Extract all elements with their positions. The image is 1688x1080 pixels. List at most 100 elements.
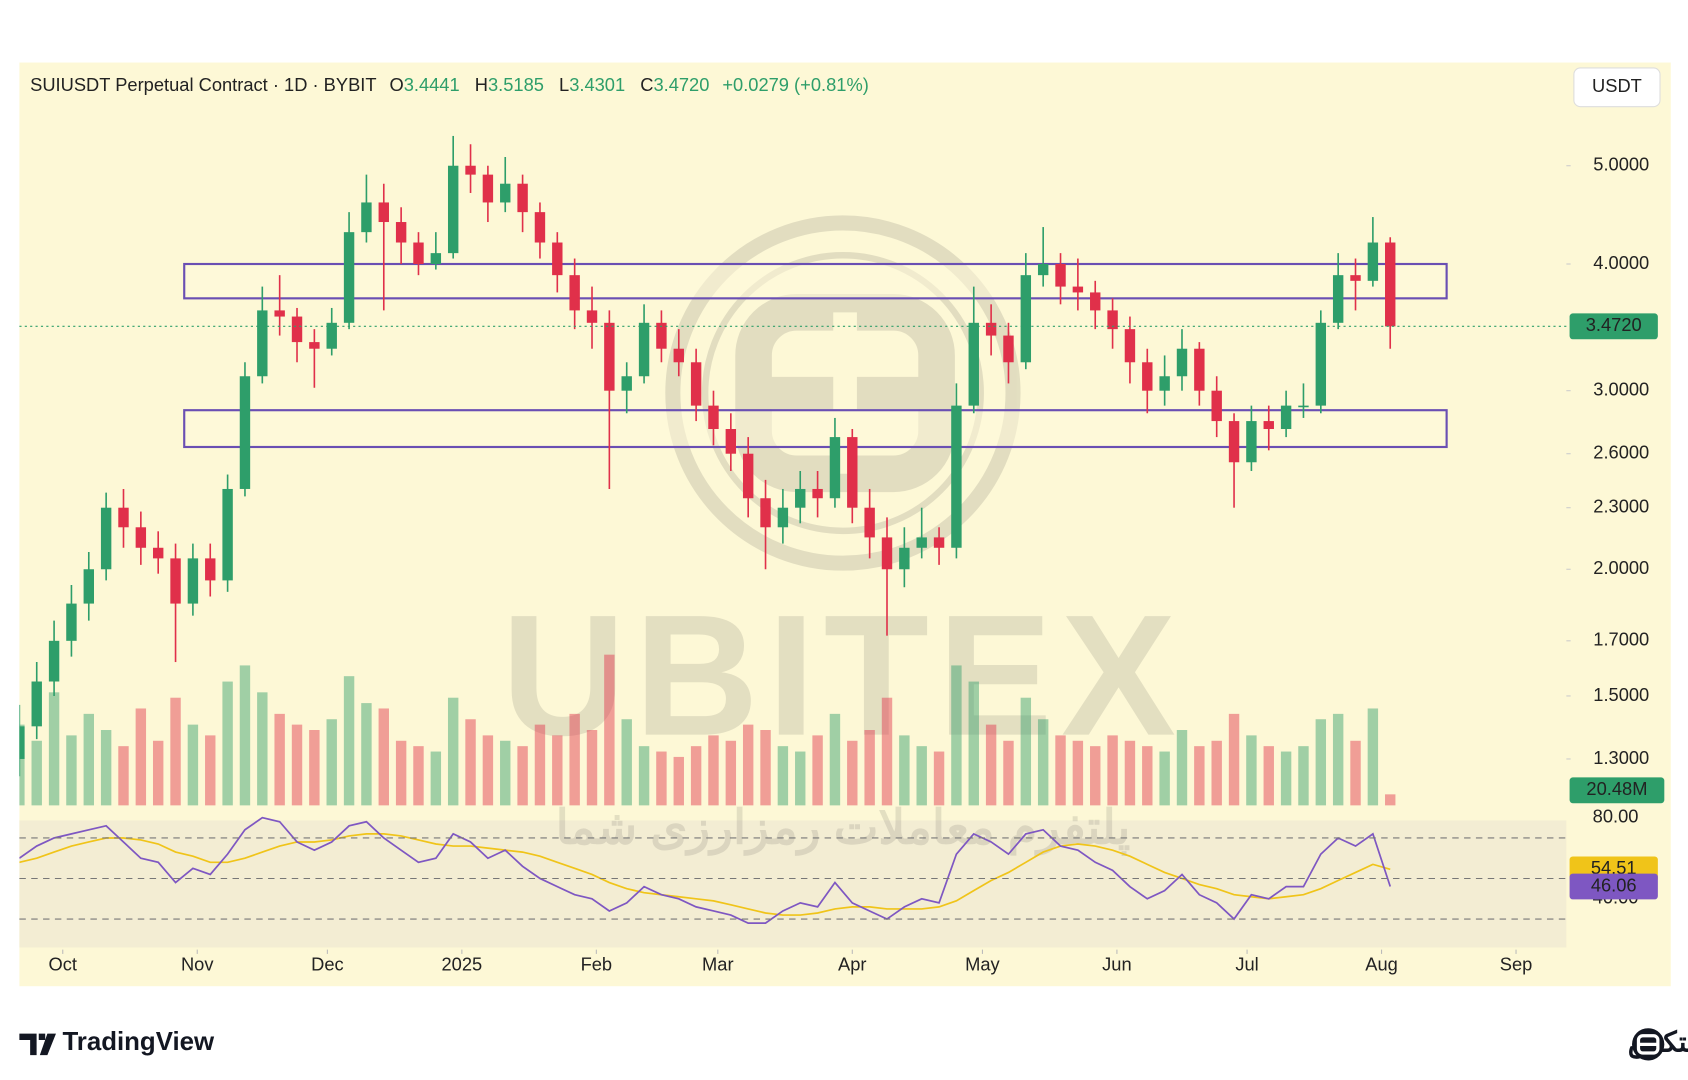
volume-bar [239, 665, 251, 806]
y-tick-label: 5.0000 [1593, 154, 1649, 175]
candle-body [708, 405, 719, 430]
candle-body [1003, 335, 1014, 363]
volume-bar [378, 708, 389, 806]
watermark-brand: UBITEX [501, 579, 1184, 772]
candle-body [378, 202, 389, 223]
candle-body [222, 488, 233, 581]
candle-body [829, 437, 841, 499]
candle-body [430, 253, 442, 265]
candle-body [291, 316, 303, 343]
volume-bar [795, 751, 806, 806]
volume-bar [1159, 751, 1170, 806]
volume-tag-label: 20.48M [1586, 778, 1647, 799]
volume-tag [1569, 777, 1665, 804]
ohlc-key: O [389, 74, 403, 95]
currency-button[interactable] [1573, 67, 1661, 108]
candle-body [343, 232, 355, 323]
volume-bar [395, 740, 407, 806]
volume-bar [1350, 740, 1361, 806]
candle-body [899, 547, 910, 570]
volume-bar [135, 708, 147, 806]
volume-bar [725, 740, 737, 806]
volume-bar [326, 719, 337, 806]
volume-bar [1246, 735, 1257, 806]
volume-bar [83, 713, 94, 806]
volume-bar [1020, 697, 1032, 806]
ohlc-value: 3.4301 [569, 74, 625, 95]
volume-bar [413, 746, 424, 806]
candle-body [413, 242, 424, 265]
volume-bar [742, 724, 754, 806]
candle-body [864, 507, 875, 538]
candle-body [309, 342, 320, 349]
ohlc-key: L [559, 74, 569, 95]
x-tick-label: Oct [49, 954, 77, 975]
y-tick-label: 2.0000 [1593, 557, 1649, 578]
candle-body [881, 537, 893, 570]
candle-body [951, 405, 962, 548]
ohlc-key: H [475, 74, 488, 95]
y-tick-label: 3.0000 [1593, 379, 1649, 400]
volume-bar [847, 740, 858, 806]
candle-body [1124, 329, 1136, 363]
candle-body [656, 322, 667, 349]
volume-bar [222, 681, 233, 806]
volume-bar [656, 751, 667, 806]
volume-bar [760, 730, 771, 806]
candle-body [447, 165, 459, 254]
candle-body [1263, 421, 1274, 430]
volume-bar [48, 692, 60, 806]
volume-bar [1385, 794, 1396, 806]
volume-bar [118, 746, 129, 806]
volume-bar [604, 654, 615, 806]
candle-body [118, 507, 129, 528]
candle-body [916, 537, 927, 548]
watermark-slogan: پلتفرم معاملات رمزارزی شما [556, 802, 1131, 857]
volume-bar [500, 740, 511, 806]
volume-bar [343, 676, 355, 806]
rsi-tag [1569, 873, 1658, 900]
volume-bar [881, 697, 893, 806]
candle-body [1211, 390, 1222, 422]
volume-bar [951, 665, 962, 806]
candle-body [205, 558, 216, 581]
support-resistance-zone [183, 262, 1448, 300]
ohlc-value: 3.4720 [653, 74, 709, 95]
volume-bar [690, 746, 702, 806]
candle-body [968, 322, 979, 406]
candle-body [517, 183, 528, 213]
x-tick-label: Aug [1365, 954, 1398, 975]
volume-bar [152, 740, 164, 806]
ubitex-logo [1632, 1028, 1665, 1061]
x-tick-label: Dec [311, 954, 344, 975]
candle-body [1176, 348, 1188, 377]
candle-body [1385, 242, 1396, 327]
candle-body [83, 569, 94, 604]
candle-body [690, 362, 702, 406]
volume-bar [1037, 719, 1049, 806]
volume-bar [673, 756, 684, 806]
candle-body [66, 603, 77, 641]
y-tick-label: 2.6000 [1593, 442, 1649, 463]
volume-bar [899, 735, 910, 806]
currency-label[interactable]: USDT [1592, 75, 1642, 96]
volume-bar [1055, 735, 1066, 806]
candle-body [777, 507, 789, 528]
volume-bar [1211, 740, 1222, 806]
y-tick-label: 1.3000 [1593, 747, 1649, 768]
volume-bar [985, 724, 997, 806]
candle-body [170, 558, 181, 604]
candle-body [100, 507, 112, 570]
tradingview-logo [19, 1033, 56, 1056]
rsi-background [19, 820, 1567, 948]
volume-bar [170, 697, 181, 806]
candle-body [1159, 376, 1170, 391]
volume-bar [1090, 746, 1101, 806]
volume-bar [621, 719, 632, 806]
rsi-tag-label: 46.06 [1591, 874, 1637, 895]
x-tick-label: 2025 [442, 954, 483, 975]
candle-body [135, 527, 147, 548]
volume-bar [1107, 735, 1118, 806]
candle-body [1055, 264, 1066, 287]
price-change: +0.0279 (+0.81%) [722, 74, 868, 95]
